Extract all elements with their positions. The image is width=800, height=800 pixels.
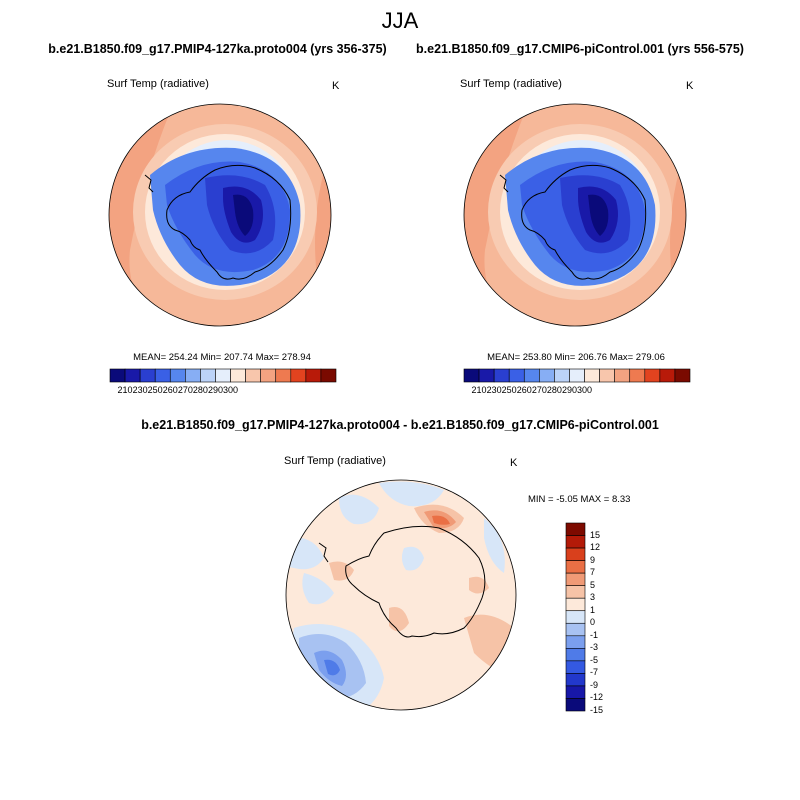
left-polar-map [108, 103, 332, 327]
colorbar-swatch [260, 368, 277, 383]
colorbar-swatch [584, 368, 600, 383]
colorbar-tick-label: 12 [590, 542, 601, 553]
colorbar-swatch [493, 368, 510, 383]
colorbar-tick-label: 3 [590, 592, 596, 603]
colorbar-swatch [565, 572, 586, 586]
colorbar-tick-label: 0 [590, 617, 596, 628]
colorbar-swatch [109, 368, 126, 383]
colorbar-tick-label: -5 [590, 654, 599, 665]
colorbar-tick-label: 210 [471, 385, 487, 395]
colorbar-swatch [565, 547, 586, 561]
difference-variable-label: Surf Temp (radiative) [284, 455, 386, 467]
colorbar-swatch [614, 368, 631, 383]
colorbar-swatch [245, 368, 261, 383]
colorbar-tick-label: 280 [546, 385, 562, 395]
difference-polar-map [285, 479, 517, 711]
colorbar-swatch [565, 597, 586, 612]
colorbar-swatch [539, 368, 555, 383]
colorbar-swatch [200, 368, 216, 383]
left-colorbar-labels: 210 230 250 260 270 280 290 300 [110, 385, 336, 399]
colorbar-tick-label: 15 [590, 529, 601, 540]
colorbar-swatch [463, 368, 480, 383]
colorbar-tick-label: -12 [590, 692, 604, 703]
colorbar-tick-label: 250 [501, 385, 517, 395]
colorbar-swatch [478, 368, 495, 383]
colorbar-tick-label: 290 [561, 385, 577, 395]
colorbar-swatch [644, 368, 661, 383]
colorbar-swatch [305, 368, 322, 383]
right-polar-map [463, 103, 687, 327]
left-panel-stats: MEAN= 254.24 Min= 207.74 Max= 278.94 [133, 352, 311, 363]
colorbar-swatch [565, 648, 586, 662]
colorbar-tick-label: 210 [117, 385, 133, 395]
difference-title: b.e21.B1850.f09_g17.PMIP4-127ka.proto004… [141, 418, 659, 432]
colorbar-tick-label: 290 [207, 385, 223, 395]
left-panel-case-title: b.e21.B1850.f09_g17.PMIP4-127ka.proto004… [48, 42, 387, 56]
colorbar-swatch [565, 522, 586, 536]
colorbar-tick-label: 260 [162, 385, 178, 395]
right-panel-stats: MEAN= 253.80 Min= 206.76 Max= 279.06 [487, 352, 665, 363]
colorbar-tick-label: 5 [590, 579, 596, 590]
colorbar-swatch [523, 368, 540, 383]
colorbar-swatch [124, 368, 141, 383]
difference-colorbar-labels: 15 12 9 7 5 3 1 0 -1 -3 -5 -7 -9 -12 -15 [590, 523, 630, 715]
colorbar-tick-label: -15 [590, 705, 604, 715]
colorbar-swatch [230, 368, 246, 383]
colorbar-swatch [169, 368, 186, 383]
colorbar-swatch [629, 368, 646, 383]
colorbar-swatch [565, 535, 586, 549]
left-panel-variable-label: Surf Temp (radiative) [107, 78, 209, 90]
colorbar-swatch [569, 368, 585, 383]
colorbar-swatch [565, 635, 586, 649]
right-panel-variable-label: Surf Temp (radiative) [460, 78, 562, 90]
colorbar-swatch [674, 368, 691, 383]
colorbar-swatch [565, 585, 586, 599]
figure-title: JJA [381, 8, 419, 33]
colorbar-tick-label: 260 [516, 385, 532, 395]
left-panel-units-label: K [332, 80, 340, 92]
right-colorbar-labels: 210 230 250 260 270 280 290 300 [464, 385, 690, 399]
colorbar-swatch [565, 673, 586, 687]
colorbar-swatch [154, 368, 171, 383]
colorbar-swatch [320, 368, 337, 383]
right-panel-units-label: K [686, 80, 694, 92]
colorbar-tick-label: 230 [486, 385, 502, 395]
colorbar-swatch [215, 368, 231, 383]
colorbar-swatch [565, 660, 586, 674]
colorbar-tick-label: 270 [177, 385, 193, 395]
colorbar-tick-label: 270 [531, 385, 547, 395]
right-panel-case-title: b.e21.B1850.f09_g17.CMIP6-piControl.001 … [416, 42, 744, 56]
colorbar-swatch [139, 368, 156, 383]
left-colorbar [109, 368, 337, 383]
colorbar-tick-label: 9 [590, 554, 596, 565]
colorbar-tick-label: 300 [223, 385, 239, 395]
colorbar-tick-label: -9 [590, 679, 599, 690]
right-colorbar [463, 368, 691, 383]
colorbar-swatch [290, 368, 307, 383]
colorbar-swatch [554, 368, 570, 383]
colorbar-swatch [185, 368, 201, 383]
colorbar-swatch [565, 560, 586, 574]
colorbar-tick-label: 7 [590, 567, 596, 578]
colorbar-tick-label: 230 [132, 385, 148, 395]
colorbar-swatch [565, 698, 586, 712]
colorbar-swatch [599, 368, 615, 383]
colorbar-tick-label: 280 [192, 385, 208, 395]
colorbar-tick-label: -1 [590, 629, 599, 640]
colorbar-swatch [565, 610, 586, 624]
colorbar-tick-label: -3 [590, 642, 599, 653]
colorbar-swatch [508, 368, 525, 383]
difference-colorbar [565, 522, 586, 712]
colorbar-tick-label: 300 [577, 385, 593, 395]
difference-units-label: K [510, 457, 518, 469]
colorbar-swatch [275, 368, 292, 383]
colorbar-swatch [565, 685, 586, 699]
colorbar-tick-label: 250 [147, 385, 163, 395]
colorbar-swatch [659, 368, 676, 383]
colorbar-swatch [565, 622, 586, 637]
colorbar-tick-label: -7 [590, 667, 599, 678]
colorbar-tick-label: 1 [590, 604, 596, 615]
difference-minmax: MIN = -5.05 MAX = 8.33 [528, 494, 631, 505]
